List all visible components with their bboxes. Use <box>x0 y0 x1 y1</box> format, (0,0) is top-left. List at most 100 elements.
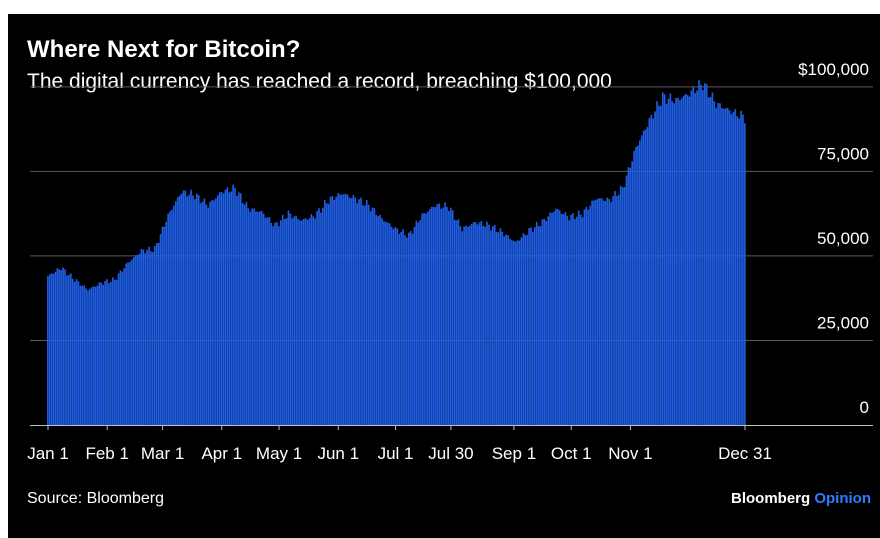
bar <box>654 111 656 425</box>
x-tick-label: Jul 30 <box>428 444 473 463</box>
bar <box>232 184 234 425</box>
bar <box>427 211 429 425</box>
bar <box>69 273 72 425</box>
bar <box>679 100 681 425</box>
bar <box>490 230 492 425</box>
bar <box>602 200 605 425</box>
bar <box>589 205 591 425</box>
bar <box>386 222 389 425</box>
bar <box>144 253 147 425</box>
bar <box>608 199 611 425</box>
bar <box>102 284 105 425</box>
bar <box>62 267 64 425</box>
bar <box>434 207 437 425</box>
bar <box>568 220 570 425</box>
bar <box>537 226 540 425</box>
bar <box>238 192 240 425</box>
bar <box>297 218 299 425</box>
bar <box>528 228 530 425</box>
bar <box>295 215 297 425</box>
bar <box>222 193 225 425</box>
bar <box>96 285 99 425</box>
bar <box>131 259 133 425</box>
bar <box>98 282 101 425</box>
bar <box>280 220 282 425</box>
bar <box>239 193 242 425</box>
bar <box>117 273 120 425</box>
bar <box>197 195 200 425</box>
bar <box>631 161 634 425</box>
bar <box>251 208 253 425</box>
x-tick-labels: Jan 1 Feb 1 Mar 1 Apr 1 May 1 Jun 1 Jul 1 Jul 3… <box>27 444 772 463</box>
bar <box>390 226 393 425</box>
bar <box>285 218 288 425</box>
bar <box>385 221 387 425</box>
bar <box>406 237 408 425</box>
bar <box>119 270 122 425</box>
bar <box>549 212 551 425</box>
x-tick-label: Oct 1 <box>551 444 592 463</box>
bar <box>591 200 593 425</box>
bar <box>707 97 710 425</box>
bar <box>245 202 248 425</box>
x-axis <box>30 425 873 430</box>
bar <box>352 195 355 425</box>
bar <box>216 195 219 425</box>
bar <box>463 226 465 425</box>
bar <box>236 195 238 425</box>
bar <box>241 203 244 425</box>
bar <box>92 286 95 425</box>
bar <box>320 212 322 425</box>
bar <box>255 211 257 425</box>
bar <box>87 290 89 425</box>
bar <box>621 187 624 425</box>
bar <box>201 201 204 425</box>
bar <box>293 216 296 425</box>
bar <box>190 189 192 425</box>
bar <box>484 226 486 425</box>
bar <box>132 257 135 425</box>
bar <box>153 246 156 425</box>
bar <box>728 110 731 425</box>
bar <box>493 224 496 425</box>
bar <box>503 236 506 425</box>
bar <box>283 219 286 425</box>
bar <box>121 271 124 425</box>
bar <box>287 210 290 425</box>
bar <box>486 221 488 425</box>
bar <box>633 150 635 425</box>
bar <box>318 208 320 425</box>
bar <box>226 187 229 425</box>
bar <box>350 198 353 425</box>
bar <box>402 229 404 425</box>
bar <box>482 225 485 425</box>
bar <box>327 203 330 425</box>
bar <box>438 203 441 425</box>
bar <box>459 226 462 425</box>
bar <box>587 209 590 425</box>
bar <box>451 210 454 425</box>
bar <box>736 116 739 425</box>
bar <box>512 240 515 425</box>
bar <box>696 90 698 426</box>
bar <box>146 249 148 425</box>
bar <box>364 205 366 425</box>
bar <box>383 221 385 425</box>
bar <box>566 215 569 425</box>
bar <box>220 191 223 425</box>
bar <box>726 107 729 426</box>
bar <box>610 202 612 425</box>
bar <box>444 202 446 425</box>
bar <box>110 281 112 425</box>
bar <box>299 220 301 425</box>
bar <box>629 167 632 425</box>
bar <box>308 218 311 425</box>
x-tick-label: Jan 1 <box>27 444 69 463</box>
x-tick-label: Jul 1 <box>378 444 414 463</box>
bar <box>113 279 116 425</box>
bar <box>700 84 702 426</box>
bar <box>272 226 274 425</box>
bar <box>257 211 259 425</box>
bar <box>396 228 399 425</box>
bar <box>68 274 70 425</box>
